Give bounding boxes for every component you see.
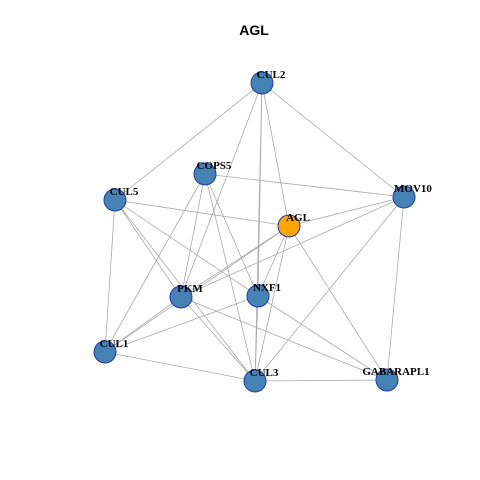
node (375, 368, 399, 392)
edge (254, 295, 259, 382)
edge (204, 173, 405, 198)
edge (114, 199, 259, 297)
edge (180, 296, 388, 381)
edge (254, 225, 290, 382)
node (169, 285, 193, 309)
edge (114, 82, 263, 201)
edge (288, 225, 388, 381)
edge (104, 199, 116, 353)
edge (104, 351, 256, 382)
node-label: CUL2 (257, 69, 286, 81)
node-label: AGL (286, 212, 310, 224)
edge (254, 379, 388, 382)
edge (288, 196, 405, 227)
edge (261, 82, 405, 198)
node-label: NXF1 (253, 282, 281, 294)
edge (180, 296, 256, 382)
edge (257, 225, 290, 297)
nodes: CUL2 COPS5 CUL5 MOV10 AGL PKM NXF1 CUL1 CUL3 GABA… (93, 69, 432, 393)
edge (180, 173, 206, 298)
edge (180, 82, 263, 298)
edge (180, 196, 405, 298)
node (193, 162, 217, 186)
edge (104, 225, 290, 353)
edge (114, 199, 290, 227)
edge (254, 82, 263, 382)
node-label: CUL3 (250, 367, 279, 379)
edge (386, 196, 405, 381)
node-label: CUL1 (100, 338, 129, 350)
node-label: MOV10 (394, 183, 432, 195)
node-label: GABARAPL1 (362, 366, 429, 378)
node (243, 369, 267, 393)
edge (104, 295, 259, 353)
node (93, 340, 117, 364)
edge (180, 225, 290, 298)
title: AGL (239, 22, 269, 38)
node (250, 71, 274, 95)
edge (257, 295, 388, 381)
node (277, 214, 301, 238)
node-label: PKM (177, 283, 203, 295)
edges (104, 82, 405, 382)
node (246, 284, 270, 308)
edge (204, 173, 259, 297)
node-label: CUL5 (110, 186, 139, 198)
edge (104, 296, 182, 353)
node-label: COPS5 (197, 160, 232, 172)
edge (104, 173, 206, 353)
edge (114, 199, 182, 298)
node (103, 188, 127, 212)
edge (261, 82, 290, 227)
node (392, 185, 416, 209)
